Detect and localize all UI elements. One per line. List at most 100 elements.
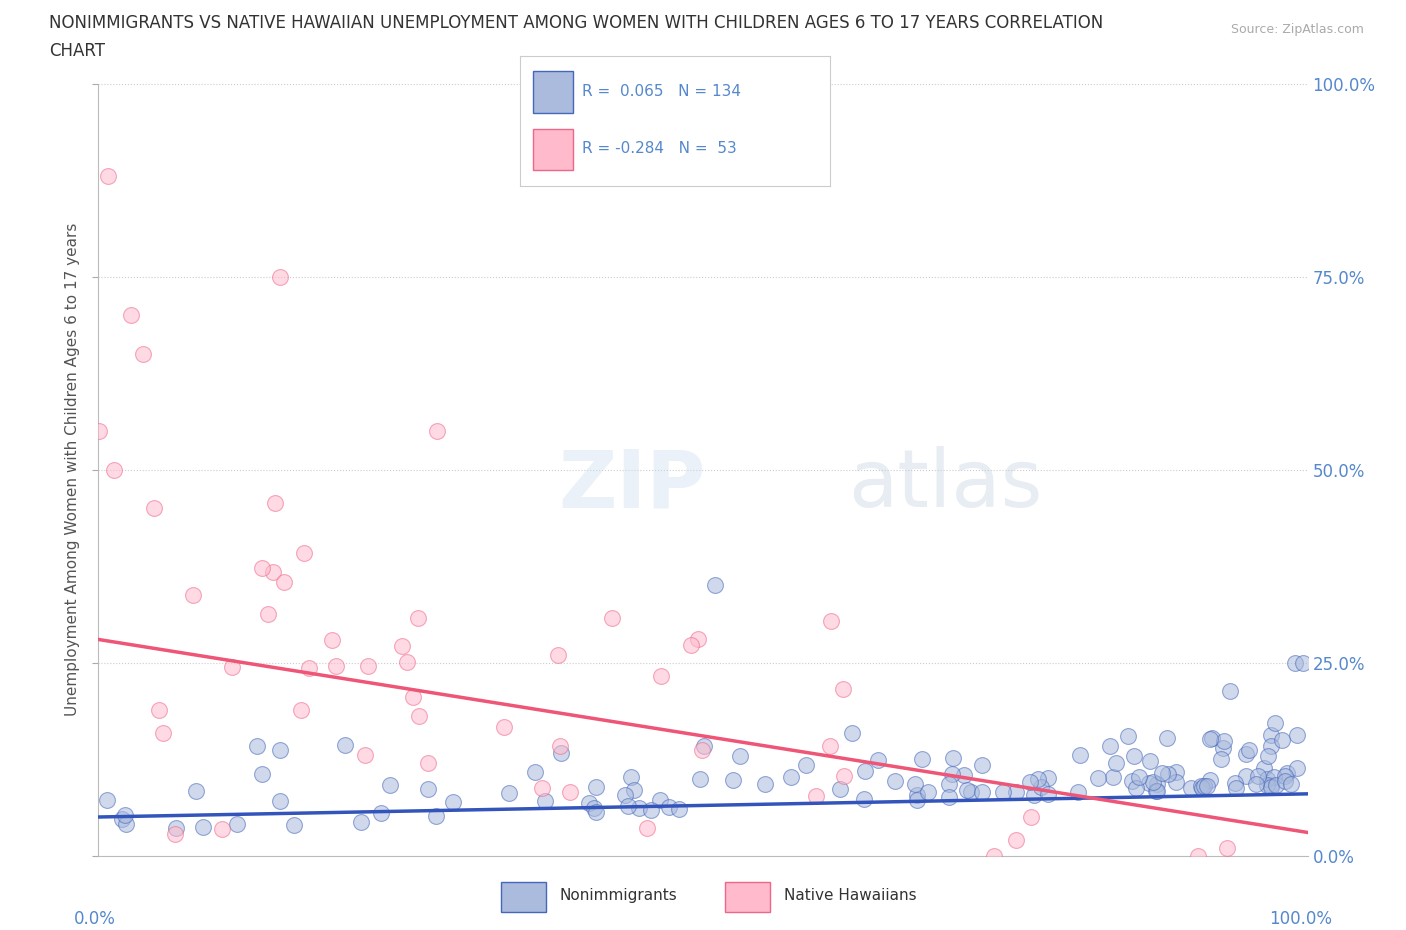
Point <box>1219 684 1241 699</box>
Point <box>1263 770 1285 785</box>
Point <box>1237 743 1260 758</box>
Point <box>686 631 709 646</box>
Text: NONIMMIGRANTS VS NATIVE HAWAIIAN UNEMPLOYMENT AMONG WOMEN WITH CHILDREN AGES 6 T: NONIMMIGRANTS VS NATIVE HAWAIIAN UNEMPLO… <box>49 14 1104 32</box>
Point <box>1028 772 1050 787</box>
Point <box>148 702 170 717</box>
Text: ZIP: ZIP <box>558 446 706 525</box>
Point <box>1005 832 1028 847</box>
Point <box>252 766 274 781</box>
Point <box>690 743 713 758</box>
Point <box>938 777 960 791</box>
Point <box>273 575 295 590</box>
Point <box>679 637 702 652</box>
Point <box>1036 771 1059 786</box>
Point <box>283 817 305 832</box>
Point <box>658 799 681 814</box>
Point <box>1223 776 1246 790</box>
Point <box>143 500 166 515</box>
Point <box>191 819 214 834</box>
Point <box>668 802 690 817</box>
Point <box>868 753 890 768</box>
Point <box>628 801 651 816</box>
Point <box>425 808 447 823</box>
Point <box>754 777 776 791</box>
Point <box>780 769 803 784</box>
Point <box>560 785 582 800</box>
Point <box>408 611 430 626</box>
Point <box>623 783 645 798</box>
Point <box>354 748 377 763</box>
Point <box>853 764 876 778</box>
Point <box>1234 768 1257 783</box>
Text: Native Hawaiians: Native Hawaiians <box>785 888 917 903</box>
Point <box>820 613 842 628</box>
Point <box>402 690 425 705</box>
Point <box>1234 747 1257 762</box>
Point <box>269 270 291 285</box>
Point <box>640 803 662 817</box>
Point <box>1156 731 1178 746</box>
Point <box>704 578 727 593</box>
Point <box>494 719 516 734</box>
Point <box>426 424 449 439</box>
Point <box>357 658 380 673</box>
Y-axis label: Unemployment Among Women with Children Ages 6 to 17 years: Unemployment Among Women with Children A… <box>65 223 80 716</box>
Point <box>1260 780 1282 795</box>
Point <box>1116 729 1139 744</box>
Point <box>250 561 273 576</box>
Point <box>1180 780 1202 795</box>
Point <box>418 781 440 796</box>
Point <box>852 791 875 806</box>
Point <box>1285 760 1308 775</box>
Point <box>1279 777 1302 791</box>
Point <box>959 785 981 800</box>
Point <box>225 817 247 831</box>
Point <box>96 792 118 807</box>
Point <box>1264 715 1286 730</box>
Point <box>1157 766 1180 781</box>
Point <box>256 606 278 621</box>
Point <box>804 789 827 804</box>
FancyBboxPatch shape <box>501 882 546 911</box>
Text: 100.0%: 100.0% <box>1268 910 1331 927</box>
Point <box>269 793 291 808</box>
Point <box>1019 809 1042 825</box>
Point <box>1285 727 1308 742</box>
Point <box>1215 841 1237 856</box>
Text: Source: ZipAtlas.com: Source: ZipAtlas.com <box>1230 23 1364 36</box>
Point <box>321 632 343 647</box>
Point <box>1150 766 1173 781</box>
Point <box>828 781 851 796</box>
Point <box>115 817 138 831</box>
Point <box>1139 754 1161 769</box>
Point <box>416 756 439 771</box>
Point <box>832 681 855 696</box>
Point <box>941 767 963 782</box>
Point <box>1271 733 1294 748</box>
Point <box>152 725 174 740</box>
Point <box>1191 780 1213 795</box>
Point <box>1191 778 1213 793</box>
Point <box>650 792 672 807</box>
Point <box>723 773 745 788</box>
Point <box>1247 769 1270 784</box>
Point <box>650 669 672 684</box>
Point <box>1274 774 1296 789</box>
Point <box>1192 778 1215 793</box>
Point <box>1024 788 1046 803</box>
Point <box>333 738 356 753</box>
Point <box>1121 774 1143 789</box>
Point <box>533 793 555 808</box>
Point <box>1104 755 1126 770</box>
Point <box>1198 732 1220 747</box>
Point <box>325 658 347 673</box>
Point <box>689 771 711 786</box>
Point <box>614 788 637 803</box>
Point <box>1260 738 1282 753</box>
Point <box>103 462 125 477</box>
Point <box>408 709 430 724</box>
Point <box>1212 740 1234 755</box>
Point <box>884 774 907 789</box>
Point <box>582 801 605 816</box>
Point <box>1036 786 1059 801</box>
